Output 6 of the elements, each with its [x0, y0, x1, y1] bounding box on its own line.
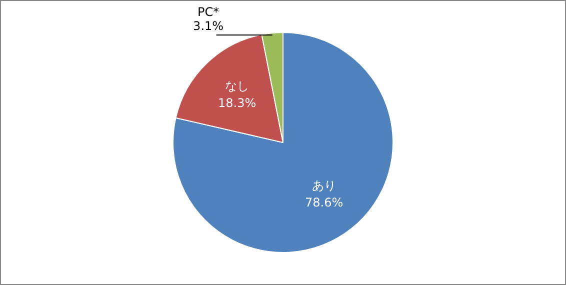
data-label: 18.3% [218, 96, 256, 110]
slice-label: PC* [197, 5, 220, 20]
data-label: 3.1% [193, 19, 224, 34]
slice-label: なし [225, 79, 250, 94]
data-label: 78.6% [305, 195, 344, 210]
slice-label: あり [312, 178, 336, 192]
